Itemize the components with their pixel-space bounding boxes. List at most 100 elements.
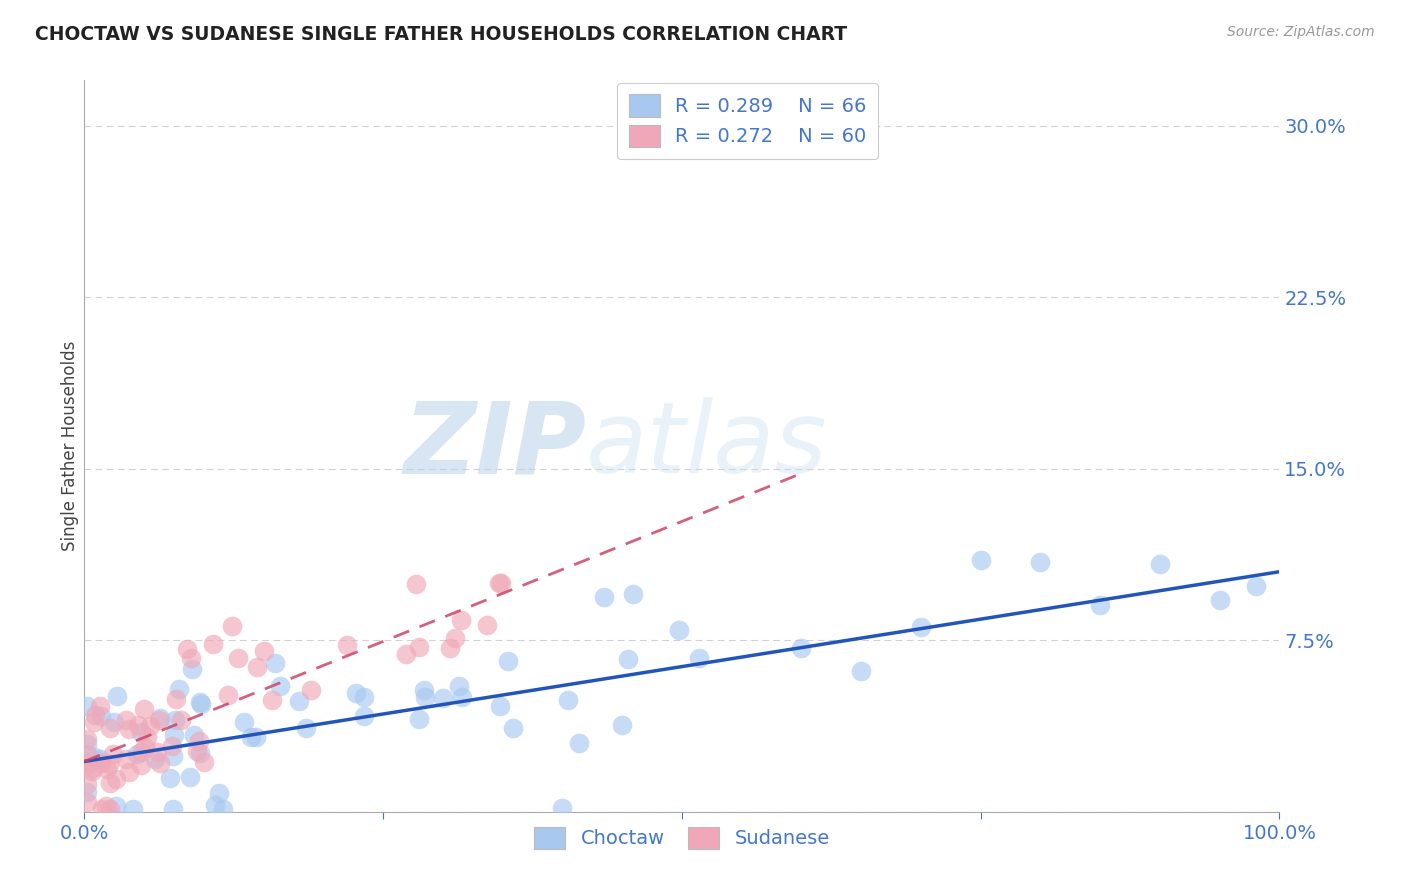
Point [83,714,105,729]
Point [134,739,156,754]
Point [1090,599,1112,613]
Point [181,662,204,676]
Point [129,724,152,739]
Point [413,690,436,705]
Point [212,802,235,816]
Point [105,689,128,703]
Text: ZIP: ZIP [404,398,586,494]
Point [612,718,634,732]
Point [239,730,262,744]
Point [408,712,430,726]
Text: CHOCTAW VS SUDANESE SINGLE FATHER HOUSEHOLDS CORRELATION CHART: CHOCTAW VS SUDANESE SINGLE FATHER HOUSEH… [35,25,848,44]
Point [188,695,211,709]
Point [129,745,152,759]
Point [412,683,434,698]
Point [1209,593,1232,607]
Point [97,757,120,772]
Point [82,761,104,775]
Point [193,755,215,769]
Point [221,618,243,632]
Point [246,660,269,674]
Point [1149,558,1171,572]
Point [475,617,498,632]
Point [233,714,256,729]
Point [143,752,166,766]
Point [851,664,873,678]
Point [226,651,249,665]
Point [160,739,183,753]
Point [301,682,323,697]
Point [139,719,162,733]
Text: Source: ZipAtlas.com: Source: ZipAtlas.com [1227,25,1375,39]
Point [395,647,418,661]
Point [1244,579,1267,593]
Point [439,640,461,655]
Point [82,764,104,778]
Point [336,638,359,652]
Point [166,691,188,706]
Point [167,681,190,696]
Point [621,587,644,601]
Point [186,744,208,758]
Point [163,728,186,742]
Point [76,731,98,746]
Point [105,798,128,813]
Point [134,701,156,715]
Point [592,590,614,604]
Point [149,756,172,770]
Point [344,685,367,699]
Point [117,765,139,780]
Point [162,748,184,763]
Point [260,693,283,707]
Point [1029,555,1052,569]
Point [165,713,187,727]
Point [76,747,98,761]
Point [89,698,111,713]
Point [180,651,202,665]
Point [668,623,690,637]
Point [183,728,205,742]
Point [121,802,143,816]
Point [91,802,114,816]
Point [688,651,710,665]
Point [489,576,512,591]
Point [159,771,181,785]
Point [269,680,291,694]
Point [970,553,993,567]
Point [76,795,98,809]
Point [98,802,121,816]
Point [103,747,125,761]
Point [188,746,211,760]
Point [488,576,510,591]
Point [489,699,512,714]
Point [103,715,125,730]
Y-axis label: Single Father Households: Single Father Households [62,341,80,551]
Point [176,642,198,657]
Point [84,708,107,723]
Point [253,644,276,658]
Point [90,756,112,771]
Point [498,654,520,668]
Point [135,730,157,744]
Point [162,802,184,816]
Point [295,721,318,735]
Point [432,690,454,705]
Point [115,752,138,766]
Point [76,699,98,714]
Point [208,786,231,800]
Point [170,714,193,728]
Point [617,652,640,666]
Point [190,697,212,711]
Point [129,758,152,772]
Point [149,711,172,725]
Point [444,631,467,645]
Point [76,737,98,751]
Point [118,722,141,736]
Point [76,756,98,771]
Point [187,734,209,748]
Point [127,718,149,732]
Point [179,770,201,784]
Point [287,694,309,708]
Point [551,801,574,815]
Text: atlas: atlas [586,398,828,494]
